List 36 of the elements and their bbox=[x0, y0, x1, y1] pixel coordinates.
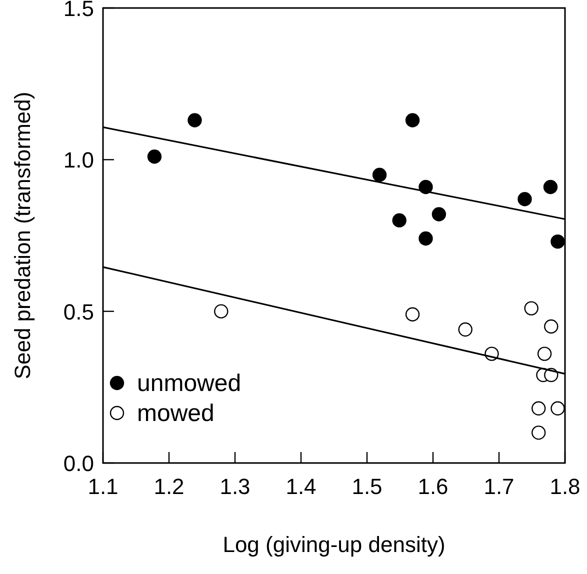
x-tick-label: 1.4 bbox=[286, 474, 316, 499]
point bbox=[532, 426, 546, 440]
y-tick-label: 0.5 bbox=[63, 299, 94, 324]
y-tick-label: 0.0 bbox=[63, 451, 94, 476]
point bbox=[550, 234, 565, 249]
point bbox=[543, 180, 558, 194]
point bbox=[432, 207, 446, 222]
point bbox=[405, 307, 420, 322]
point bbox=[188, 113, 202, 128]
x-tick-label: 1.3 bbox=[220, 474, 250, 499]
x-tick-label: 1.5 bbox=[352, 474, 382, 499]
point bbox=[537, 346, 552, 361]
x-tick-label: 1.1 bbox=[88, 474, 118, 499]
point bbox=[147, 150, 162, 164]
point bbox=[518, 192, 532, 206]
point bbox=[214, 304, 228, 318]
x-tick-label: 1.2 bbox=[154, 474, 184, 499]
x-tick-label: 1.6 bbox=[418, 474, 448, 499]
x-tick-label: 1.7 bbox=[484, 474, 514, 499]
y-tick-label: 1.0 bbox=[63, 148, 94, 173]
legend-label: unmowed bbox=[137, 370, 242, 397]
point bbox=[532, 401, 546, 416]
point bbox=[458, 322, 472, 337]
x-tick-label: 1.8 bbox=[550, 474, 580, 499]
point bbox=[544, 319, 558, 334]
point bbox=[524, 301, 538, 316]
legend-label: mowed bbox=[137, 400, 214, 427]
point bbox=[372, 168, 387, 182]
point bbox=[418, 231, 433, 246]
point bbox=[405, 113, 420, 128]
y-axis-title: Seed predation (transformed) bbox=[10, 92, 35, 380]
y-tick-label: 1.5 bbox=[63, 0, 94, 21]
point bbox=[418, 180, 433, 194]
x-axis-title: Log (giving-up density) bbox=[222, 532, 446, 557]
point bbox=[550, 401, 565, 416]
point bbox=[392, 213, 406, 228]
